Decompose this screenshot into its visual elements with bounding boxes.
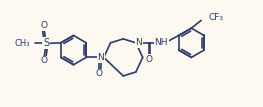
- Text: S: S: [43, 38, 49, 48]
- Text: CF₃: CF₃: [209, 13, 224, 22]
- Text: CH₃: CH₃: [14, 39, 30, 48]
- Text: O: O: [41, 21, 48, 30]
- Text: O: O: [145, 55, 152, 64]
- Text: NH: NH: [154, 38, 168, 47]
- Text: O: O: [41, 56, 48, 65]
- Text: O: O: [95, 69, 102, 78]
- Text: N: N: [97, 53, 104, 62]
- Text: N: N: [135, 38, 142, 47]
